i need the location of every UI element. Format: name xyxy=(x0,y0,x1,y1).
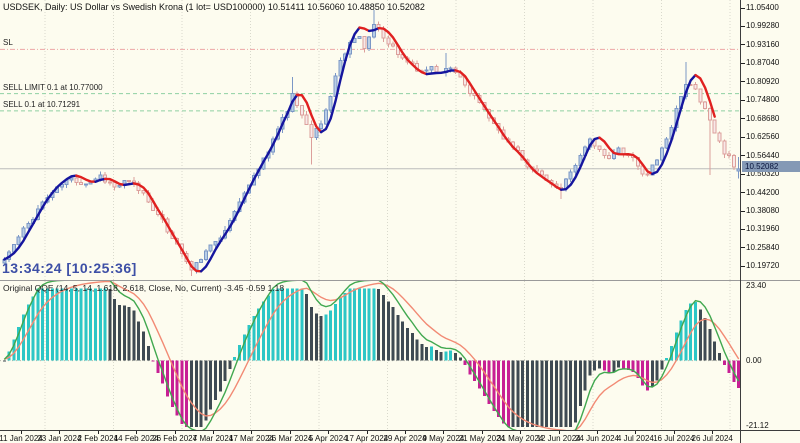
time-axis-label: 16 Jul 2024 xyxy=(653,434,695,443)
time-axis-tick xyxy=(328,431,330,434)
price-axis-label: 10.74800 xyxy=(746,95,780,105)
time-axis-tick xyxy=(366,431,368,434)
time-axis-label: 26 Mar 2024 xyxy=(267,434,313,443)
time-axis-tick xyxy=(289,431,291,434)
price-axis-label: 10.56440 xyxy=(746,150,780,160)
time-axis-label: 11 Jan 2024 xyxy=(0,434,43,443)
price-axis-tick xyxy=(741,25,745,27)
bid-price-badge: 10.52082 xyxy=(742,161,800,173)
axis-border-vertical xyxy=(740,0,741,443)
time-axis-tick xyxy=(712,431,714,434)
price-axis-tick xyxy=(741,173,745,175)
price-axis-tick xyxy=(741,192,745,194)
chart-title: USDSEK, Daily: US Dollar vs Swedish Kron… xyxy=(3,2,425,12)
price-axis-label: 10.19720 xyxy=(746,261,780,271)
time-axis-label: 14 Feb 2024 xyxy=(113,434,159,443)
price-axis-tick xyxy=(741,81,745,83)
indicator-axis-top-label: 23.40 xyxy=(746,281,767,290)
price-axis-tick xyxy=(741,136,745,138)
time-axis[interactable]: 11 Jan 2024 23 Jan 2024 2 Feb 2024 14 Feb 2… xyxy=(0,431,800,443)
time-axis-label: 29 Apr 2024 xyxy=(383,434,427,443)
price-axis[interactable]: 10.52082 23.40 0.00 -21.12 11.05400 10.99… xyxy=(741,0,800,430)
price-axis-tick xyxy=(741,247,745,249)
price-axis-tick xyxy=(741,228,745,230)
order-line-sell-label[interactable]: SELL 0.1 at 10.71291 xyxy=(3,99,81,109)
time-axis-tick xyxy=(405,431,406,434)
price-axis-label: 10.44200 xyxy=(746,187,780,197)
price-axis-tick xyxy=(741,44,745,46)
time-axis-label: 31 May 2024 xyxy=(497,434,544,443)
indicator-axis-zero-label: 0.00 xyxy=(746,355,762,365)
price-axis-tick xyxy=(741,265,745,267)
qqe-histogram xyxy=(2,288,740,427)
indicator-pane[interactable] xyxy=(0,281,740,430)
time-axis-label: 26 Jul 2024 xyxy=(691,434,733,443)
time-axis-tick xyxy=(597,431,598,434)
time-axis-label: 26 Feb 2024 xyxy=(152,434,198,443)
price-axis-label: 10.50320 xyxy=(746,169,780,179)
time-axis-label: 4 Jul 2024 xyxy=(616,434,654,443)
price-axis-label: 10.31960 xyxy=(746,224,780,234)
time-axis-tick xyxy=(136,431,138,434)
price-axis-label: 10.99280 xyxy=(746,21,780,31)
ma-line xyxy=(3,26,716,273)
time-axis-label: 21 May 2024 xyxy=(458,434,505,443)
time-axis-tick xyxy=(21,431,22,434)
time-axis-label: 17 Mar 2024 xyxy=(228,434,274,443)
time-axis-label: 5 Apr 2024 xyxy=(308,434,348,443)
time-axis-label: 9 May 2024 xyxy=(422,434,465,443)
price-axis-label: 10.87040 xyxy=(746,58,780,68)
qqe-fast-line xyxy=(3,281,740,430)
time-axis-tick xyxy=(481,431,483,434)
qqe-slow-line xyxy=(4,281,740,430)
time-axis-tick xyxy=(251,431,253,434)
time-axis-tick xyxy=(213,431,214,434)
time-axis-tick xyxy=(558,431,560,434)
price-axis-tick xyxy=(741,118,745,120)
price-axis-tick xyxy=(741,62,745,64)
price-axis-tick xyxy=(741,155,745,157)
time-axis-label: 24 Jun 2024 xyxy=(574,434,620,443)
order-line-sell-limit-label[interactable]: SELL LIMIT 0.1 at 10.77000 xyxy=(3,82,103,92)
price-axis-label: 11.05400 xyxy=(746,3,779,12)
order-line-sl-label[interactable]: SL xyxy=(3,38,13,48)
time-axis-tick xyxy=(443,431,445,434)
time-axis-tick xyxy=(673,431,675,434)
time-axis-label: 7 Mar 2024 xyxy=(192,434,234,443)
order-lines[interactable] xyxy=(0,48,740,112)
time-axis-tick xyxy=(174,431,176,434)
main-chart-pane[interactable] xyxy=(0,0,740,280)
indicator-label: Original QQE (14, 5, 14, 1.618, 2.618, C… xyxy=(3,283,285,293)
price-axis-tick xyxy=(741,99,745,101)
time-axis-tick xyxy=(97,431,99,434)
price-axis-label: 10.25840 xyxy=(746,242,780,252)
price-axis-tick xyxy=(741,210,745,212)
price-axis-label: 10.68680 xyxy=(746,113,780,123)
pane-separator[interactable] xyxy=(0,280,800,281)
price-axis-label: 10.62560 xyxy=(746,132,780,142)
time-axis-label: 23 Jan 2024 xyxy=(37,434,82,443)
time-axis-label: 12 Jun 2024 xyxy=(536,434,581,443)
price-axis-label: 10.80920 xyxy=(746,76,780,86)
axis-border-horizontal xyxy=(0,430,800,431)
time-axis-label: 17 Apr 2024 xyxy=(345,434,389,443)
time-axis-label: 2 Feb 2024 xyxy=(77,434,119,443)
price-axis-label: 10.38080 xyxy=(746,206,780,216)
price-axis-label: 10.93160 xyxy=(746,39,780,49)
price-axis-tick xyxy=(741,7,745,9)
session-clock: 13:34:24 [10:25:36] xyxy=(2,260,137,276)
time-axis-tick xyxy=(520,431,522,434)
time-axis-tick xyxy=(59,431,61,434)
indicator-axis-bottom-label: -21.12 xyxy=(746,421,769,430)
time-axis-tick xyxy=(635,431,637,434)
